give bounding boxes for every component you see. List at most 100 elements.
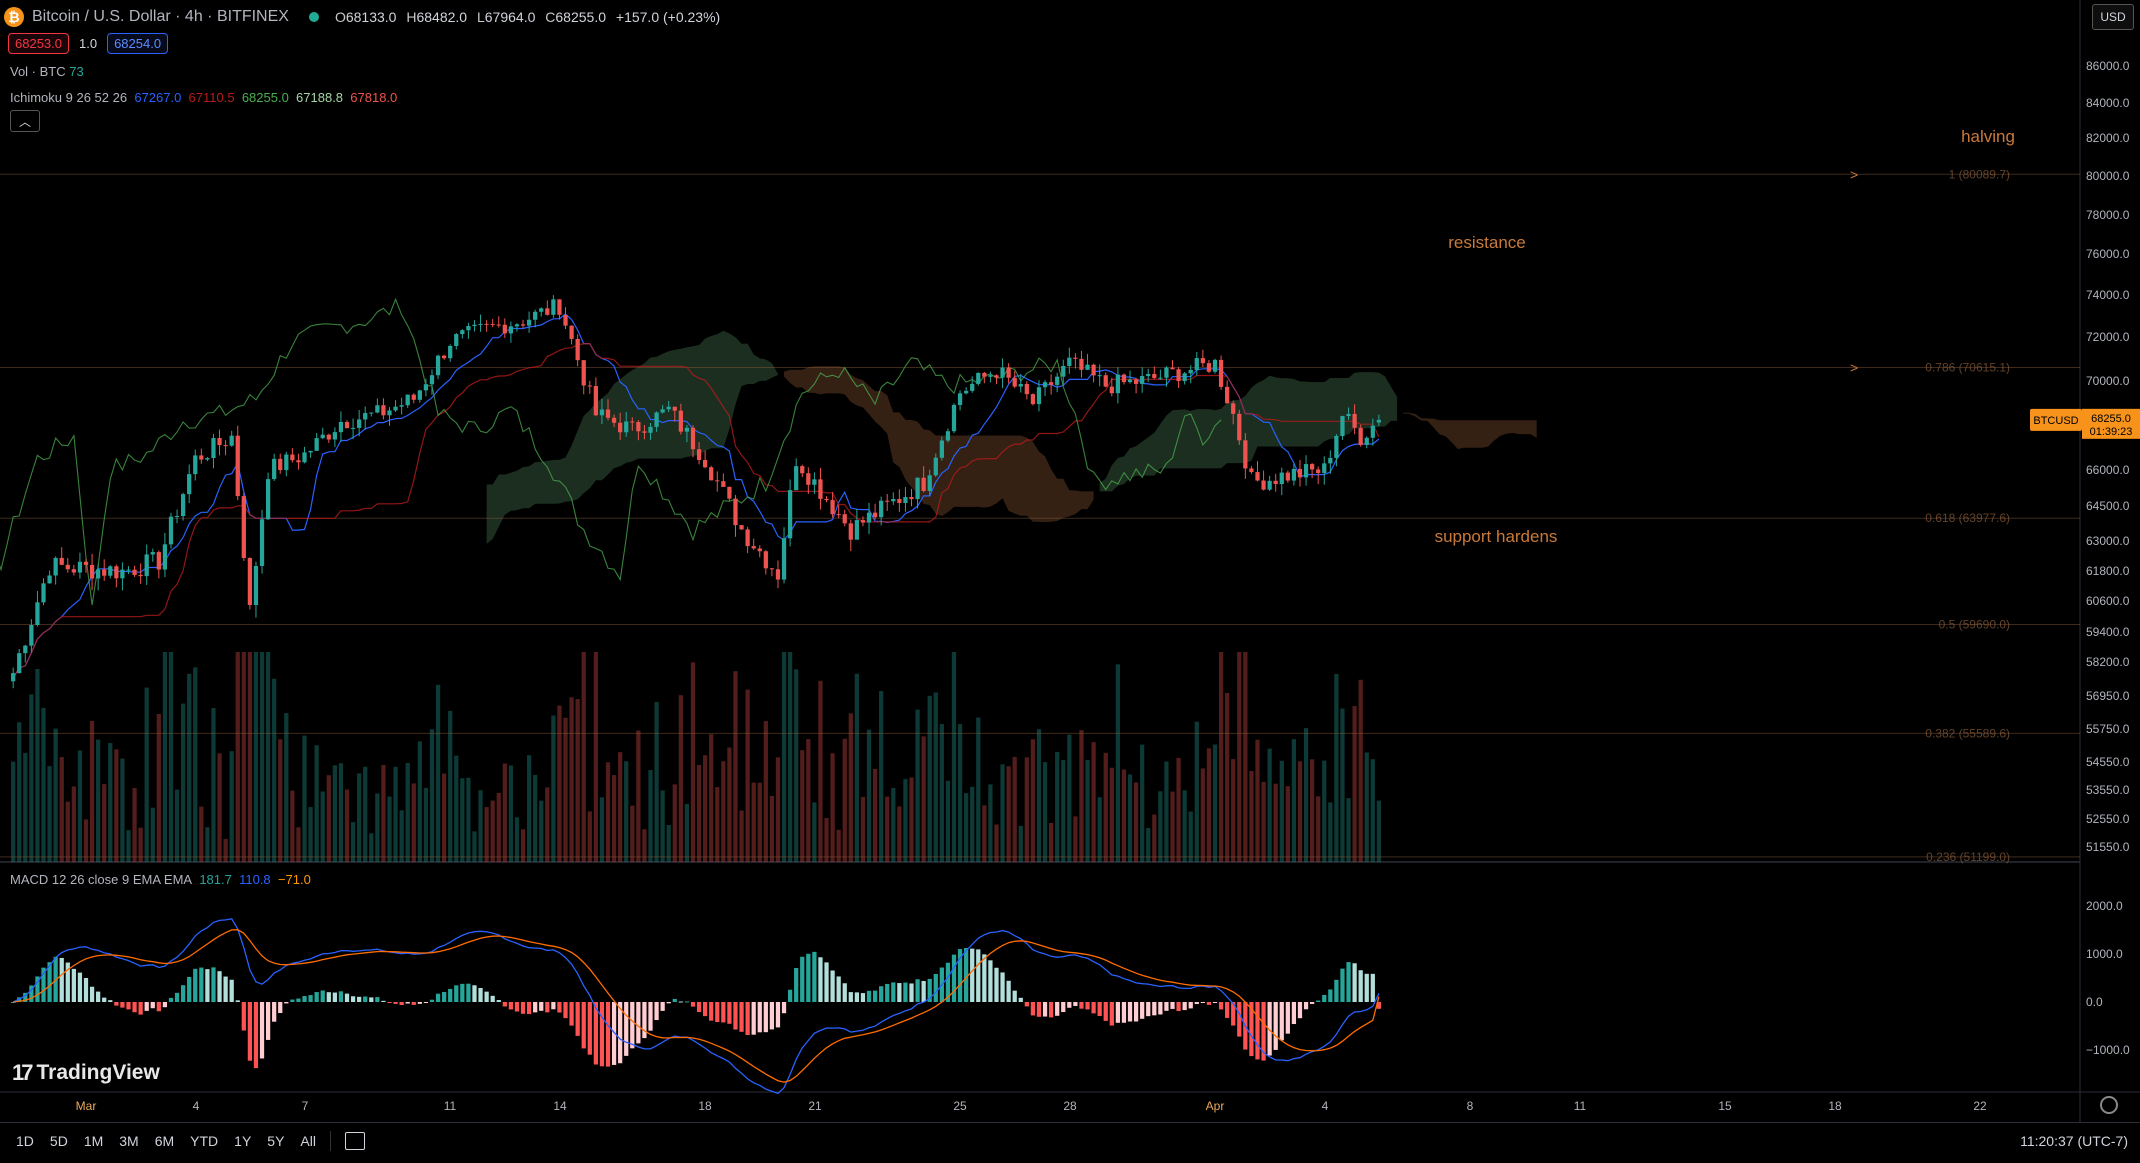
macd-histogram-bar <box>1285 1002 1290 1034</box>
volume-bar <box>478 790 483 862</box>
collapse-legend-button[interactable]: ︿ <box>10 110 40 132</box>
volume-bar <box>994 824 999 862</box>
volume-bar <box>800 750 805 862</box>
candle-body <box>1303 464 1309 478</box>
volume-bar <box>174 789 180 862</box>
candle-body <box>1279 472 1284 485</box>
candle-body <box>1218 359 1224 387</box>
volume-bar <box>1285 786 1290 862</box>
candle-body <box>751 546 756 549</box>
price-axis-label: 74000.0 <box>2086 288 2130 302</box>
candle-body <box>636 422 641 432</box>
macd-histogram-bar <box>1121 1002 1127 1023</box>
timeframe-1m[interactable]: 1M <box>83 1133 104 1149</box>
volume-bar <box>1352 706 1357 862</box>
timeframe-all[interactable]: All <box>300 1133 316 1149</box>
macd-histogram-bar <box>1103 1002 1108 1021</box>
macd-histogram-bar <box>1182 1002 1187 1011</box>
macd-histogram-bar <box>921 980 926 1002</box>
timeframe-1y[interactable]: 1Y <box>234 1133 252 1149</box>
candle-body <box>478 323 483 325</box>
macd-legend[interactable]: MACD 12 26 close 9 EMA EMA 181.7 110.8 −… <box>10 872 311 887</box>
volume-bar <box>915 709 920 862</box>
candle-body <box>994 375 999 378</box>
volume-bar <box>733 671 738 862</box>
clock[interactable]: 11:20:37 (UTC-7) <box>2020 1133 2128 1149</box>
volume-bar <box>1103 752 1108 862</box>
macd-histogram-bar <box>605 1002 611 1067</box>
symbol-tag-box <box>2030 408 2082 431</box>
candle-body <box>59 557 64 565</box>
macd-histogram-bar <box>168 997 174 1002</box>
volume-bar <box>265 652 271 862</box>
candle-body <box>1097 375 1102 377</box>
timeframe-1d[interactable]: 1D <box>16 1133 34 1149</box>
macd-histogram-bar <box>745 1002 750 1035</box>
ichimoku-legend[interactable]: Ichimoku 9 26 52 26 67267.0 67110.5 6825… <box>10 90 398 105</box>
candle-body <box>472 324 477 327</box>
macd-histogram-bar <box>1097 1002 1102 1017</box>
candle-body <box>308 450 313 453</box>
candle-body <box>800 466 805 474</box>
timeframe-5d[interactable]: 5D <box>49 1133 68 1149</box>
timeframe-ytd[interactable]: YTD <box>190 1133 219 1149</box>
volume-bar <box>490 800 495 862</box>
volume-bar <box>1376 800 1382 862</box>
macd-histogram-bar <box>593 1002 598 1065</box>
annotation-support: support hardens <box>1435 527 1558 546</box>
sell-button[interactable]: 68253.0 <box>8 33 69 54</box>
candle-body <box>1079 358 1084 370</box>
macd-histogram-bar <box>338 991 344 1002</box>
candle-body <box>909 497 914 500</box>
volume-bar <box>1018 825 1023 862</box>
macd-histogram-bar <box>290 999 295 1002</box>
candle-body <box>794 466 799 491</box>
ohlc-values: O68133.0 H68482.0 L67964.0 C68255.0 +157… <box>334 9 721 25</box>
macd-histogram-bar <box>1297 1002 1303 1019</box>
macd-histogram-bar <box>1079 1002 1084 1009</box>
timeframe-5y[interactable]: 5Y <box>267 1133 285 1149</box>
timeframe-3m[interactable]: 3M <box>119 1133 139 1149</box>
currency-button[interactable]: USD <box>2092 4 2134 30</box>
volume-bar <box>581 652 586 862</box>
candle-body <box>1334 436 1339 458</box>
macd-histogram-bar <box>860 993 866 1002</box>
fib-level-label: 0.786 (70615.1) <box>1925 360 2010 374</box>
volume-bar <box>320 791 325 862</box>
macd-histogram-bar <box>945 962 951 1002</box>
calendar-icon[interactable] <box>344 1132 365 1150</box>
settings-icon[interactable] <box>2100 1096 2118 1114</box>
volume-bar <box>1085 759 1090 862</box>
candle-body <box>1200 358 1205 364</box>
macd-histogram-bar <box>83 978 89 1002</box>
volume-bar <box>897 806 902 862</box>
macd-histogram-bar <box>842 983 847 1002</box>
macd-histogram-bar <box>114 1002 119 1006</box>
candle-body <box>114 566 119 579</box>
volume-bar <box>114 749 119 862</box>
candle-body <box>745 529 750 547</box>
time-axis-label: 11 <box>444 1099 457 1113</box>
volume-bar <box>1370 759 1375 862</box>
bottom-toolbar: 1D 5D 1M 3M 6M YTD 1Y 5Y All 11:20:37 (U… <box>0 1122 2140 1159</box>
volume-bar <box>684 803 690 862</box>
fib-arrow-icon: > <box>1850 359 1858 375</box>
candle-body <box>1212 359 1218 372</box>
time-axis-label: 18 <box>1828 1099 1842 1113</box>
volume-legend[interactable]: Vol · BTC 73 <box>10 64 84 79</box>
volume-bar <box>933 692 938 862</box>
candle-body <box>666 406 671 410</box>
buy-button[interactable]: 68254.0 <box>107 33 169 54</box>
timeframe-6m[interactable]: 6M <box>154 1133 175 1149</box>
candle-body <box>885 500 890 502</box>
volume-bar <box>526 755 532 862</box>
macd-histogram-bar <box>1061 1002 1066 1013</box>
volume-bar <box>441 773 447 862</box>
symbol-title[interactable]: Bitcoin / U.S. Dollar · 4h · BITFINEX <box>32 8 289 25</box>
macd-histogram-bar <box>727 1002 732 1024</box>
candle-body <box>897 498 902 504</box>
candle-body <box>781 538 787 580</box>
candle-body <box>247 557 253 605</box>
